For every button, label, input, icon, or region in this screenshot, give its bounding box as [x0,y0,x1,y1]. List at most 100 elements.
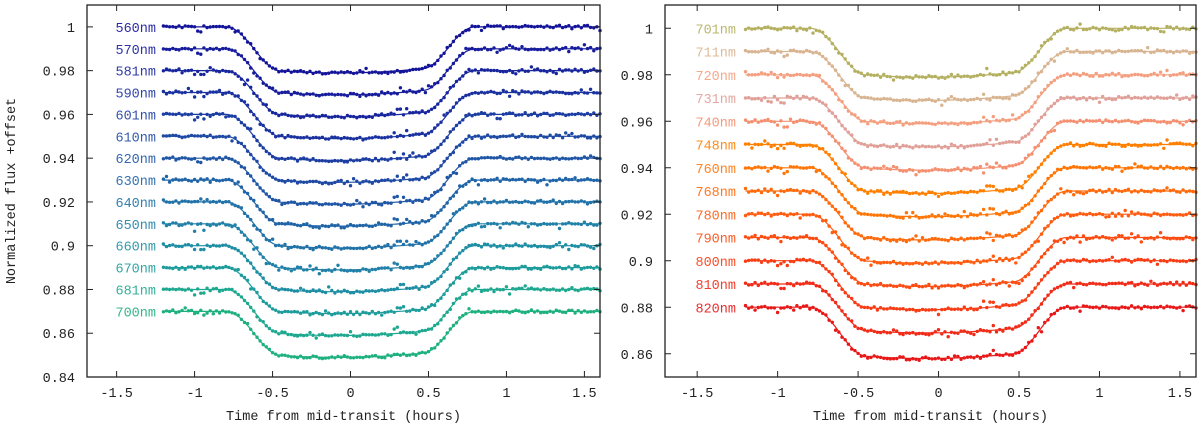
series-label: 660nm [115,241,156,256]
series-label: 748nm [695,140,736,155]
x-axis-label: Time from mid-transit (hours) [813,410,1048,425]
data-point [380,203,384,207]
data-point [573,311,577,315]
data-point [1078,309,1082,313]
x-tick-label: -1 [186,387,202,402]
data-point [763,139,767,143]
data-point [592,49,596,53]
series-label: 581nm [115,66,156,81]
data-point [479,225,484,229]
data-point [486,23,490,27]
model-fit-line [745,306,1196,360]
data-point [788,117,793,121]
data-point [769,100,773,104]
data-point [451,212,456,216]
data-point [792,308,796,312]
data-point [920,236,925,240]
data-point [398,306,403,310]
data-point [595,136,599,140]
data-point [988,232,992,236]
data-point [1158,231,1163,235]
data-point [1123,144,1127,148]
data-point [358,69,362,73]
data-point [830,230,834,235]
data-point [775,263,780,268]
data-point [1120,214,1124,218]
data-point [1165,68,1169,73]
data-point [1027,174,1031,178]
series-label: 700nm [115,306,156,321]
series-label: 610nm [115,131,156,146]
y-tick-label: 0.98 [621,70,653,85]
data-point [1110,238,1115,242]
data-point [311,225,315,229]
data-point [891,328,896,332]
data-point [529,308,534,312]
data-point [743,186,748,191]
series-650nm: 650nm [115,219,602,276]
data-point [898,119,902,124]
data-point [1113,214,1118,218]
data-point [785,125,789,129]
data-point [280,330,284,334]
data-point [196,160,200,164]
model-fit-line [745,283,1196,334]
data-point [1101,167,1105,171]
data-point [1001,329,1005,333]
data-point [554,71,558,76]
data-point [311,247,315,252]
data-point [753,233,757,238]
data-point [192,247,197,252]
data-point [775,193,780,198]
data-point [217,311,222,315]
data-point [798,216,802,220]
data-point [342,354,346,358]
data-point [981,280,986,284]
data-point [208,180,212,184]
data-point [882,164,886,168]
data-point [405,173,409,177]
series-810nm: 810nm [695,279,1198,339]
data-point [242,82,247,87]
data-point [949,72,954,77]
data-point [1065,47,1070,51]
x-tick-label: -0.5 [842,387,874,402]
data-point [476,202,481,206]
data-point [804,234,809,238]
data-point [1158,70,1163,74]
data-point [840,243,844,247]
data-point [901,123,905,127]
data-point [1136,144,1140,148]
data-point [1072,285,1076,290]
data-point [208,114,212,119]
data-point [289,269,293,273]
data-point [901,216,905,220]
data-point [988,206,992,211]
series-label: 780nm [695,209,736,224]
model-fit-line [745,143,1196,194]
data-point [1181,71,1185,75]
x-tick-label: 0 [346,387,354,402]
data-point [199,291,203,295]
data-point [504,285,509,289]
data-point [408,154,412,158]
data-point [1078,240,1082,244]
data-point [985,66,989,71]
data-point [940,103,944,107]
data-point [579,267,583,271]
data-point [1155,262,1160,266]
data-point [351,177,356,181]
data-point [1139,240,1144,244]
data-point [1072,28,1076,32]
data-point [442,113,446,117]
data-point [1104,144,1108,148]
data-point [398,282,403,287]
data-point [317,226,321,230]
data-point [743,303,748,308]
data-point [192,118,197,122]
model-fit-line [163,201,600,249]
data-point [202,247,206,252]
data-point [199,30,203,34]
series-800nm: 800nm [695,255,1198,317]
